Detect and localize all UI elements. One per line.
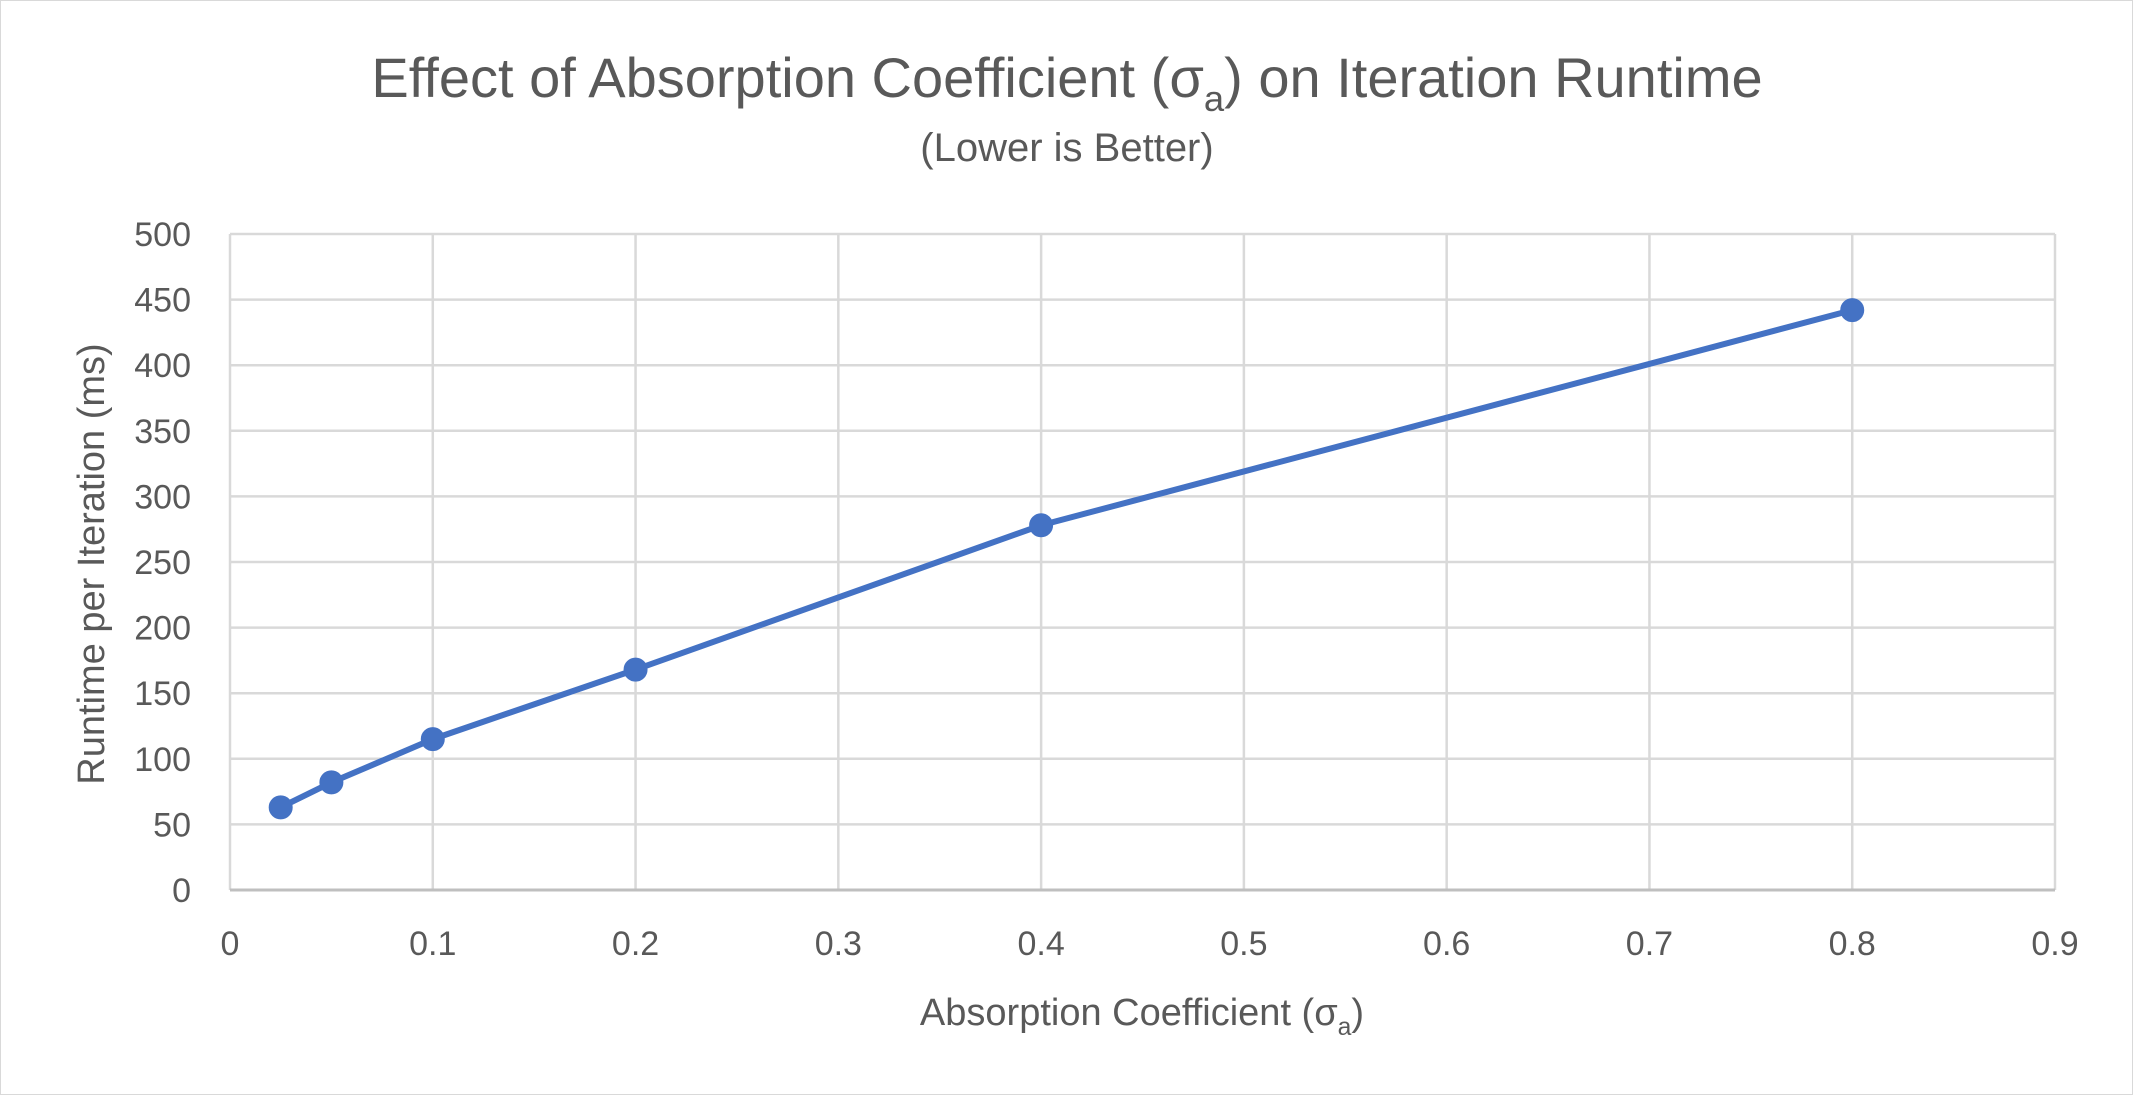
- y-tick-label: 250: [134, 544, 191, 582]
- y-tick-label: 300: [134, 478, 191, 516]
- x-tick-label: 0.9: [2031, 925, 2078, 963]
- data-point: [420, 727, 445, 752]
- data-point: [1029, 513, 1054, 538]
- chart-title: Effect of Absorption Coefficient (σa) on…: [371, 46, 1762, 119]
- y-axis-title: Runtime per Iteration (ms): [71, 343, 113, 784]
- x-tick-label: 0.4: [1017, 925, 1064, 963]
- x-tick-label: 0.6: [1423, 925, 1470, 963]
- chart-subtitle: (Lower is Better): [920, 126, 1213, 170]
- data-point: [623, 657, 648, 682]
- x-tick-label: 0.1: [409, 925, 456, 963]
- x-tick-label: 0.5: [1220, 925, 1267, 963]
- y-tick-label: 400: [134, 347, 191, 385]
- data-point: [319, 770, 344, 795]
- x-tick-label: 0.3: [815, 925, 862, 963]
- x-tick-labels: 0 0.1 0.2 0.3 0.4 0.5 0.6 0.7 0.8 0.9: [221, 925, 2079, 963]
- x-axis-title: Absorption Coefficient (σa): [920, 992, 1364, 1041]
- gridlines: [228, 232, 2057, 890]
- y-tick-label: 500: [134, 216, 191, 254]
- data-series: [268, 298, 1865, 820]
- y-tick-label: 350: [134, 413, 191, 451]
- x-tick-label: 0.2: [612, 925, 659, 963]
- y-tick-label: 50: [153, 806, 191, 844]
- x-tick-label: 0: [221, 925, 240, 963]
- y-tick-labels: 0 50 100 150 200 250 300 350 400 450 500: [134, 216, 191, 910]
- y-tick-label: 150: [134, 675, 191, 713]
- x-tick-label: 0.8: [1829, 925, 1876, 963]
- y-tick-label: 200: [134, 610, 191, 648]
- data-point: [268, 795, 293, 820]
- y-tick-label: 100: [134, 741, 191, 779]
- y-tick-label: 0: [172, 872, 191, 910]
- series-line: [279, 307, 1853, 811]
- x-tick-label: 0.7: [1626, 925, 1673, 963]
- y-tick-label: 450: [134, 282, 191, 320]
- data-point: [1840, 298, 1865, 323]
